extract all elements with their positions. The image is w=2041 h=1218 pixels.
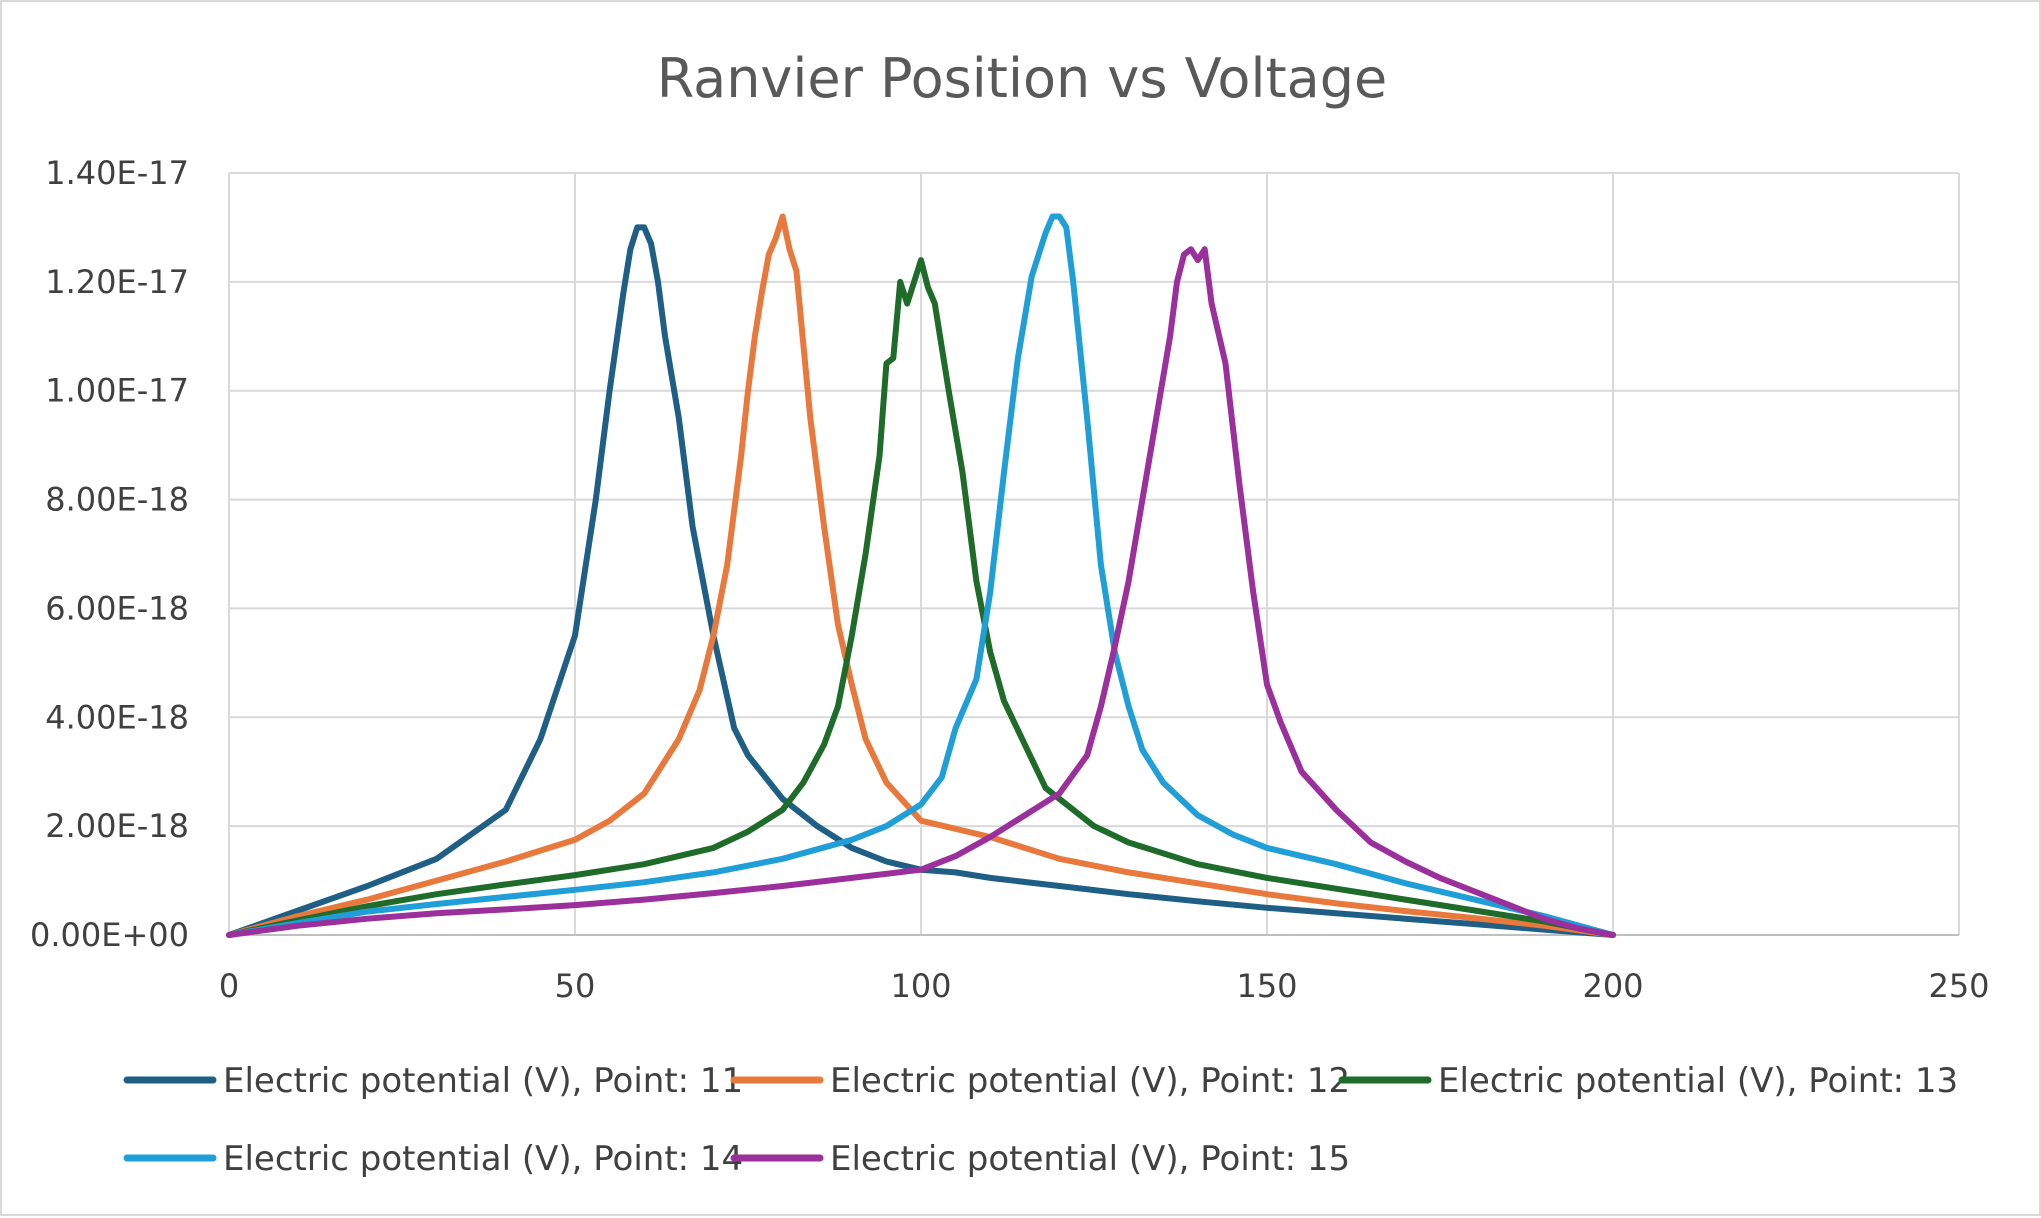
x-tick-label: 100: [890, 967, 951, 1005]
legend-item-2: Electric potential (V), Point: 12: [730, 1061, 1350, 1101]
axis-layer: 0.00E+00 2.00E-18 4.00E-18 6.00E-18 8.00E-18…: [30, 154, 1990, 1005]
x-tick-label: 0: [219, 967, 239, 1005]
y-tick-label: 2.00E-18: [45, 807, 189, 845]
series-line-3: [226, 257, 1616, 938]
legend-item-1: Electric potential (V), Point: 11: [123, 1061, 743, 1101]
y-tick-label: 4.00E-18: [45, 698, 189, 736]
series-line-4: [226, 213, 1616, 938]
x-tick-label: 250: [1928, 967, 1989, 1005]
y-tick-label: 0.00E+00: [30, 916, 189, 954]
x-tick-label: 200: [1582, 967, 1643, 1005]
y-tick-label: 6.00E-18: [45, 589, 189, 627]
legend-item-3: Electric potential (V), Point: 13: [1338, 1061, 1958, 1101]
chart-title: Ranvier Position vs Voltage: [657, 47, 1387, 110]
legend-label: Electric potential (V), Point: 13: [1438, 1061, 1958, 1101]
grid-layer: [228, 172, 1960, 935]
x-tick-label: 50: [555, 967, 596, 1005]
y-tick-label: 1.40E-17: [45, 154, 189, 192]
legend-item-5: Electric potential (V), Point: 15: [730, 1139, 1350, 1179]
series-line-5: [226, 246, 1616, 938]
series-line-2: [226, 213, 1616, 938]
legend-label: Electric potential (V), Point: 14: [223, 1139, 743, 1179]
legend-item-4: Electric potential (V), Point: 14: [123, 1139, 743, 1179]
y-tick-label: 8.00E-18: [45, 481, 189, 519]
y-tick-label: 1.20E-17: [45, 263, 189, 301]
legend-label: Electric potential (V), Point: 12: [830, 1061, 1350, 1101]
legend: Electric potential (V), Point: 11 Electri…: [123, 1061, 1958, 1179]
x-tick-label: 150: [1236, 967, 1297, 1005]
legend-label: Electric potential (V), Point: 11: [223, 1061, 743, 1101]
legend-label: Electric potential (V), Point: 15: [830, 1139, 1350, 1179]
series-layer: [226, 213, 1616, 938]
y-tick-label: 1.00E-17: [45, 372, 189, 410]
